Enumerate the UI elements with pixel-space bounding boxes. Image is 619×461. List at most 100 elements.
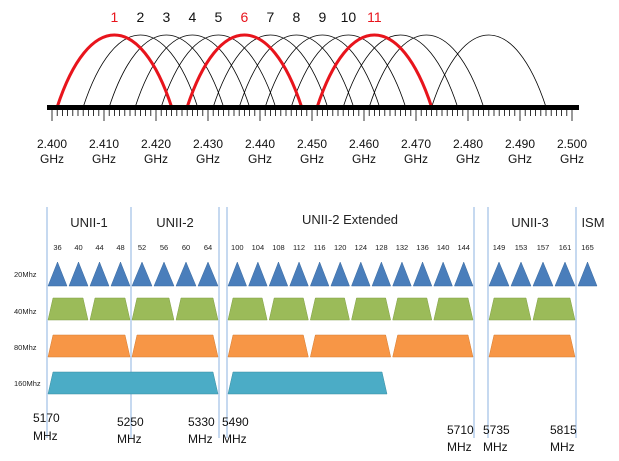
channel-20mhz bbox=[131, 261, 153, 287]
channel-number-5: 5 bbox=[215, 9, 223, 25]
channel-curve-2 bbox=[82, 34, 198, 108]
channel-curve-1 bbox=[55, 33, 174, 108]
axis-label: 2.450 bbox=[297, 137, 327, 151]
channel-curve-9 bbox=[264, 34, 380, 108]
axis-label: 2.480 bbox=[453, 137, 483, 151]
channel-label-161: 161 bbox=[559, 243, 572, 252]
channel-20mhz bbox=[510, 261, 532, 287]
channel-20mhz bbox=[89, 261, 110, 287]
channel-curve-3 bbox=[108, 34, 224, 108]
channel-20mhz bbox=[577, 261, 598, 287]
channel-curve-7 bbox=[212, 34, 328, 108]
channel-number-3: 3 bbox=[163, 9, 171, 25]
band-label-unii1: UNII-1 bbox=[70, 215, 108, 230]
channel-40mhz bbox=[89, 297, 131, 321]
channel-number-2: 2 bbox=[137, 9, 145, 25]
channel-80mhz bbox=[47, 334, 131, 358]
channel-label-104: 104 bbox=[252, 243, 265, 252]
channel-40mhz bbox=[227, 297, 268, 321]
channel-40mhz bbox=[268, 297, 309, 321]
channel-curve-11 bbox=[315, 33, 434, 108]
channel-label-136: 136 bbox=[416, 243, 429, 252]
width-label-40: 40Mhz bbox=[14, 307, 37, 316]
channel-number-9: 9 bbox=[319, 9, 327, 25]
width-label-20: 20Mhz bbox=[14, 270, 37, 279]
frequency-axis-ticks bbox=[51, 110, 573, 121]
channel-20mhz bbox=[110, 261, 131, 287]
axis-label: 2.490 bbox=[505, 137, 535, 151]
freq-5710-unit: MHz bbox=[447, 440, 472, 454]
channel-number-6: 6 bbox=[241, 9, 249, 25]
freq-5490-value: 5490 bbox=[222, 415, 249, 429]
channel-label-128: 128 bbox=[375, 243, 388, 252]
channel-number-8: 8 bbox=[293, 9, 301, 25]
channel-20mhz bbox=[153, 261, 175, 287]
band-24ghz: 1 2 3 4 5 6 7 8 9 10 11 2.400GHz2.410GHz2.420GHz2.… bbox=[37, 9, 587, 166]
frequency-axis-bar bbox=[47, 105, 579, 110]
channel-label-149: 149 bbox=[493, 243, 506, 252]
axis-unit-label: GHz bbox=[456, 152, 480, 166]
freq-5170-unit: MHz bbox=[33, 429, 58, 443]
width-label-80: 80Mhz bbox=[14, 343, 37, 352]
freq-5250-unit: MHz bbox=[117, 432, 142, 446]
channel-40mhz bbox=[175, 297, 219, 321]
axis-label: 2.500 bbox=[557, 137, 587, 151]
channel-20mhz bbox=[532, 261, 554, 287]
channel-label-108: 108 bbox=[272, 243, 285, 252]
freq-5330-value: 5330 bbox=[188, 415, 215, 429]
channel-20mhz bbox=[227, 261, 247, 287]
channel-number-10: 10 bbox=[341, 9, 357, 25]
axis-unit-label: GHz bbox=[300, 152, 324, 166]
freq-5170-value: 5170 bbox=[33, 411, 60, 425]
channel-40mhz bbox=[488, 297, 532, 321]
channel-20mhz bbox=[392, 261, 412, 287]
frequency-labels-5ghz: 5170 MHz 5250 MHz 5330 MHz 5490 MHz 5710… bbox=[33, 411, 577, 454]
channel-label-64: 64 bbox=[204, 243, 212, 252]
channel-80mhz bbox=[310, 334, 391, 358]
channel-curve-extra bbox=[431, 34, 547, 108]
channel-label-116: 116 bbox=[314, 243, 326, 252]
channel-label-36: 36 bbox=[53, 243, 61, 252]
axis-label: 2.460 bbox=[349, 137, 379, 151]
channel-20mhz bbox=[454, 261, 474, 287]
channel-20mhz bbox=[412, 261, 433, 287]
channel-20mhz bbox=[47, 261, 68, 287]
band-label-unii2-extended: UNII-2 Extended bbox=[302, 212, 398, 227]
channel-40mhz bbox=[310, 297, 350, 321]
freq-5815-unit: MHz bbox=[550, 440, 575, 454]
channel-curve-10 bbox=[290, 34, 406, 108]
channel-20mhz bbox=[175, 261, 197, 287]
channel-20mhz bbox=[330, 261, 350, 287]
channel-numbers-5ghz: 36 40 44 48 52 56 60 64 100 104 108 112 116 120 124 128… bbox=[53, 243, 593, 252]
axis-unit-label: GHz bbox=[40, 152, 64, 166]
channel-20mhz bbox=[433, 261, 453, 287]
channel-shapes-5ghz bbox=[47, 261, 598, 395]
channel-80mhz bbox=[488, 334, 576, 358]
channel-40mhz bbox=[532, 297, 576, 321]
channel-160mhz bbox=[227, 371, 388, 395]
channel-numbers-24: 1 2 3 4 5 6 7 8 9 10 11 bbox=[111, 9, 382, 25]
channel-label-157: 157 bbox=[537, 243, 550, 252]
freq-5330-unit: MHz bbox=[188, 432, 213, 446]
channel-label-132: 132 bbox=[396, 243, 409, 252]
channel-20mhz bbox=[68, 261, 89, 287]
axis-label: 2.410 bbox=[89, 137, 119, 151]
channel-20mhz bbox=[371, 261, 392, 287]
channel-40mhz bbox=[351, 297, 391, 321]
band-dividers bbox=[46, 207, 577, 438]
channel-number-11: 11 bbox=[367, 9, 382, 25]
channel-curve-8 bbox=[238, 34, 354, 108]
channel-40mhz bbox=[131, 297, 175, 321]
freq-5735-unit: MHz bbox=[483, 440, 508, 454]
channel-20mhz bbox=[197, 261, 219, 287]
channel-curve-5 bbox=[160, 34, 276, 108]
channel-label-144: 144 bbox=[457, 243, 470, 252]
axis-unit-label: GHz bbox=[404, 152, 428, 166]
channel-label-124: 124 bbox=[355, 243, 368, 252]
channel-80mhz bbox=[392, 334, 474, 358]
freq-5490-unit: MHz bbox=[222, 432, 247, 446]
channel-20mhz bbox=[289, 261, 309, 287]
channel-label-52: 52 bbox=[138, 243, 146, 252]
axis-label: 2.420 bbox=[141, 137, 171, 151]
